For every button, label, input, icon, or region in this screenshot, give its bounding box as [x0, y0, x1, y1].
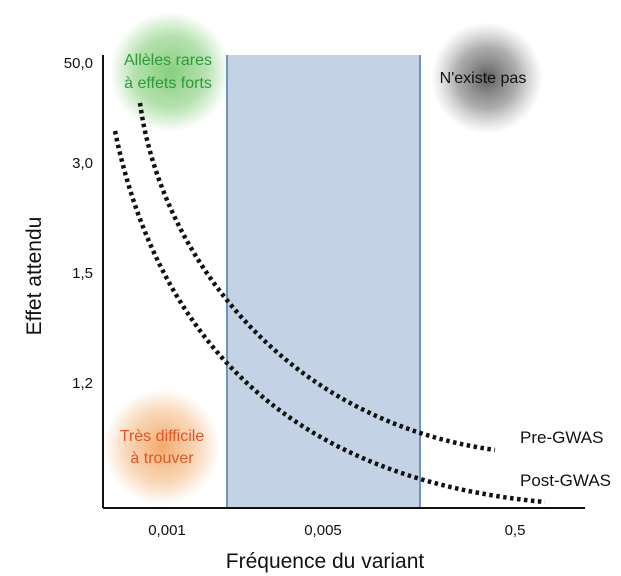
gwas-band [227, 55, 420, 508]
y-tick-label: 50,0 [64, 55, 93, 72]
x-tick-label: 0,5 [505, 522, 526, 539]
rare-strong-blob [110, 12, 230, 132]
curve-label-post-gwas: Post-GWAS [520, 471, 611, 490]
y-axis-title: Effet attendu [23, 217, 46, 336]
y-tick-label: 3,0 [72, 155, 93, 172]
y-tick-label: 1,2 [72, 375, 93, 392]
hard-to-find-label-line2: à trouver [130, 450, 194, 467]
hard-to-find-label-line1: Très difficile [120, 428, 205, 445]
x-axis-title: Fréquence du variant [226, 550, 425, 573]
rare-strong-label-line2: à effets forts [124, 75, 212, 92]
not-exist-blob [431, 22, 543, 134]
not-exist-label: N'existe pas [440, 70, 527, 87]
x-tick-label: 0,001 [148, 522, 186, 539]
curve-pre-gwas [137, 102, 496, 453]
rare-strong-label-line1: Allèles rares [124, 52, 212, 69]
curve-label-pre-gwas: Pre-GWAS [520, 428, 603, 447]
y-tick-label: 1,5 [72, 265, 93, 282]
x-tick-label: 0,005 [304, 522, 342, 539]
hard-to-find-blob [104, 389, 220, 505]
